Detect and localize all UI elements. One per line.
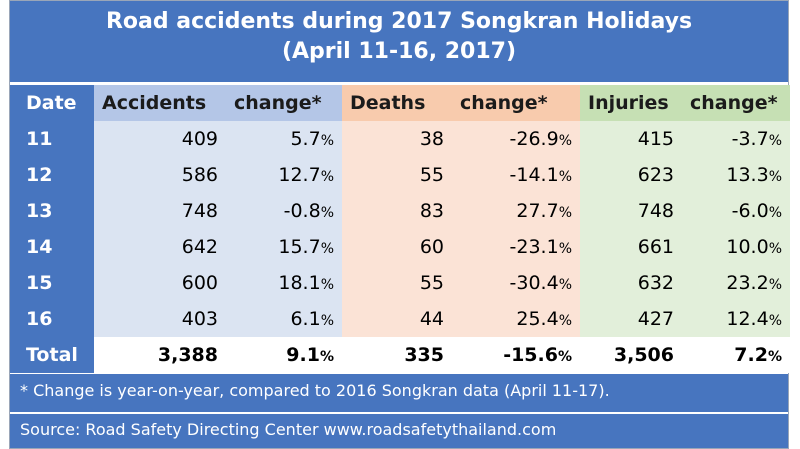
cell-date: 13 [10,193,94,229]
cell-deaths: 335 [342,337,452,373]
cell-deaths-change: -15.6% [452,337,580,373]
cell-deaths-change: -26.9% [452,121,580,157]
cell-injuries: 427 [580,301,682,337]
cell-injuries-change: 23.2% [682,265,790,301]
cell-date: 14 [10,229,94,265]
cell-deaths: 60 [342,229,452,265]
cell-accidents: 3,388 [94,337,226,373]
column-header-injuries-change: change* [682,85,790,121]
cell-deaths-change: -30.4% [452,265,580,301]
table-row: 13 748 -0.8% 83 27.7% 748 -6.0% [10,193,790,229]
table-card: Road accidents during 2017 Songkran Holi… [9,0,790,449]
cell-injuries-change: -3.7% [682,121,790,157]
column-header-deaths: Deaths [342,85,452,121]
table-title: Road accidents during 2017 Songkran Holi… [105,9,693,34]
column-header-accidents-change: change* [226,85,342,121]
cell-accidents-change: -0.8% [226,193,342,229]
cell-injuries: 623 [580,157,682,193]
cell-accidents-change: 12.7% [226,157,342,193]
cell-accidents: 642 [94,229,226,265]
cell-injuries-change: 12.4% [682,301,790,337]
cell-date: Total [10,337,94,373]
table-row: 11 409 5.7% 38 -26.9% 415 -3.7% [10,121,790,157]
cell-injuries-change: -6.0% [682,193,790,229]
cell-deaths-change: 27.7% [452,193,580,229]
cell-injuries: 748 [580,193,682,229]
cell-injuries: 3,506 [580,337,682,373]
cell-date: 12 [10,157,94,193]
cell-deaths-change: -14.1% [452,157,580,193]
cell-date: 15 [10,265,94,301]
cell-deaths: 44 [342,301,452,337]
table-row: 16 403 6.1% 44 25.4% 427 12.4% [10,301,790,337]
table-row: 15 600 18.1% 55 -30.4% 632 23.2% [10,265,790,301]
cell-deaths: 55 [342,157,452,193]
cell-accidents: 600 [94,265,226,301]
cell-deaths-change: 25.4% [452,301,580,337]
cell-deaths: 83 [342,193,452,229]
table-row: 12 586 12.7% 55 -14.1% 623 13.3% [10,157,790,193]
cell-accidents-change: 15.7% [226,229,342,265]
cell-date: 16 [10,301,94,337]
source-line: Source: Road Safety Directing Center www… [10,414,788,448]
cell-injuries-change: 7.2% [682,337,790,373]
cell-accidents: 586 [94,157,226,193]
cell-accidents-change: 5.7% [226,121,342,157]
column-header-deaths-change: change* [452,85,580,121]
cell-date: 11 [10,121,94,157]
title-banner: Road accidents during 2017 Songkran Holi… [10,1,788,82]
column-header-injuries: Injuries [580,85,682,121]
cell-accidents-change: 18.1% [226,265,342,301]
cell-deaths: 55 [342,265,452,301]
cell-injuries-change: 10.0% [682,229,790,265]
table-row: 14 642 15.7% 60 -23.1% 661 10.0% [10,229,790,265]
cell-accidents: 409 [94,121,226,157]
column-header-date: Date [10,85,94,121]
cell-injuries: 632 [580,265,682,301]
cell-deaths: 38 [342,121,452,157]
cell-injuries: 661 [580,229,682,265]
header-row: Date Accidents change* Deaths change* Injurie… [10,85,790,121]
data-table: Date Accidents change* Deaths change* Injurie… [10,85,790,373]
cell-accidents: 748 [94,193,226,229]
cell-accidents-change: 9.1% [226,337,342,373]
table-subtitle: (April 11-16, 2017) [281,39,517,64]
cell-accidents-change: 6.1% [226,301,342,337]
cell-injuries-change: 13.3% [682,157,790,193]
cell-deaths-change: -23.1% [452,229,580,265]
cell-accidents: 403 [94,301,226,337]
table-body: 11 409 5.7% 38 -26.9% 415 -3.7% 12 586 12.7% 55 -14… [10,121,790,373]
cell-injuries: 415 [580,121,682,157]
footnote: * Change is year-on-year, compared to 20… [10,374,788,412]
total-row: Total 3,388 9.1% 335 -15.6% 3,506 7.2% [10,337,790,373]
column-header-accidents: Accidents [94,85,226,121]
